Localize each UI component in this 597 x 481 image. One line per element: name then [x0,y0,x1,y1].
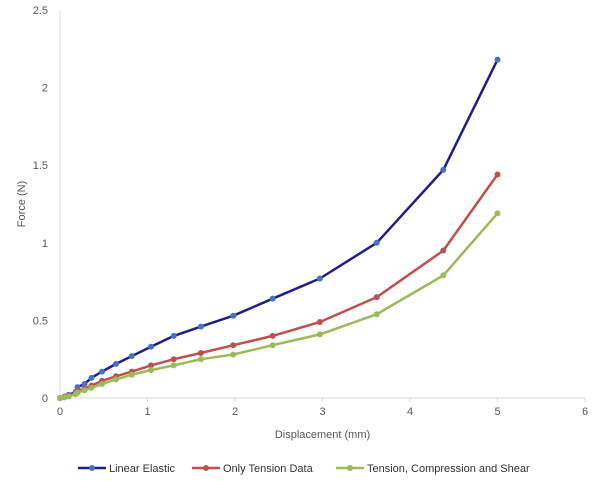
data-point [197,356,204,363]
data-point [74,389,81,396]
data-point [88,374,95,381]
data-point [170,332,177,339]
data-point [494,56,501,63]
legend-item: Tension, Compression and Shear [336,463,530,475]
legend-swatch-marker [347,465,353,471]
data-point [269,342,276,349]
legend-label: Tension, Compression and Shear [367,463,530,475]
data-point [197,323,204,330]
x-tick-label: 1 [144,406,150,418]
series-1 [57,171,501,401]
x-tick-label: 0 [57,406,63,418]
data-point [373,311,380,318]
y-tick-label: 2.5 [33,5,48,17]
data-point [230,351,237,358]
legend-item: Only Tension Data [192,463,314,475]
data-point [494,171,501,178]
data-point [316,331,323,338]
y-tick-labels: 0 0.5 1 1.5 2 2.5 [33,5,48,405]
x-tick-label: 2 [232,406,238,418]
legend-label: Only Tension Data [223,463,314,475]
x-tick-label: 6 [582,406,588,418]
y-tick-label: 1.5 [33,160,48,172]
legend-swatch-marker [89,465,95,471]
legend-swatch-marker [203,465,209,471]
series-line [59,173,499,400]
y-tick-label: 0.5 [33,315,48,327]
data-point [170,356,177,363]
series-line [59,59,499,400]
data-point [269,295,276,302]
y-tick-label: 0 [42,393,48,405]
data-point [128,371,135,378]
series-2 [57,210,501,401]
data-point [99,368,105,375]
data-point [230,342,237,349]
data-point [81,381,88,388]
axes [59,10,585,399]
data-point [170,362,177,369]
data-point [440,166,447,173]
data-point [316,275,323,282]
data-point [88,384,95,391]
y-axis-title: Force (N) [16,181,28,227]
data-point [269,332,276,339]
series-layer [57,56,501,401]
data-point [113,376,119,383]
x-tick-label: 5 [494,406,500,418]
x-tick-label: 4 [407,406,413,418]
data-point [440,247,447,254]
legend: Linear Elastic Only Tension Data Tension, … [78,463,530,475]
data-point [113,360,119,367]
x-tick-label: 3 [319,406,325,418]
data-point [148,343,154,350]
data-point [148,362,154,369]
data-point [81,387,88,394]
data-point [494,210,501,217]
legend-item: Linear Elastic [78,463,176,475]
data-point [197,349,204,356]
data-point [440,272,447,279]
data-point [373,239,380,246]
data-point [230,312,237,319]
data-point [128,353,135,360]
data-point [65,393,72,400]
x-tick-labels: 0 1 2 3 4 5 6 [57,398,588,418]
series-line [59,212,499,400]
y-tick-label: 2 [42,83,48,95]
data-point [316,318,323,325]
data-point [148,367,154,374]
y-tick-label: 1 [42,238,48,250]
data-point [373,294,380,301]
x-axis-title: Displacement (mm) [275,429,370,441]
data-point [99,381,105,388]
legend-label: Linear Elastic [109,463,176,475]
series-0 [57,56,501,401]
